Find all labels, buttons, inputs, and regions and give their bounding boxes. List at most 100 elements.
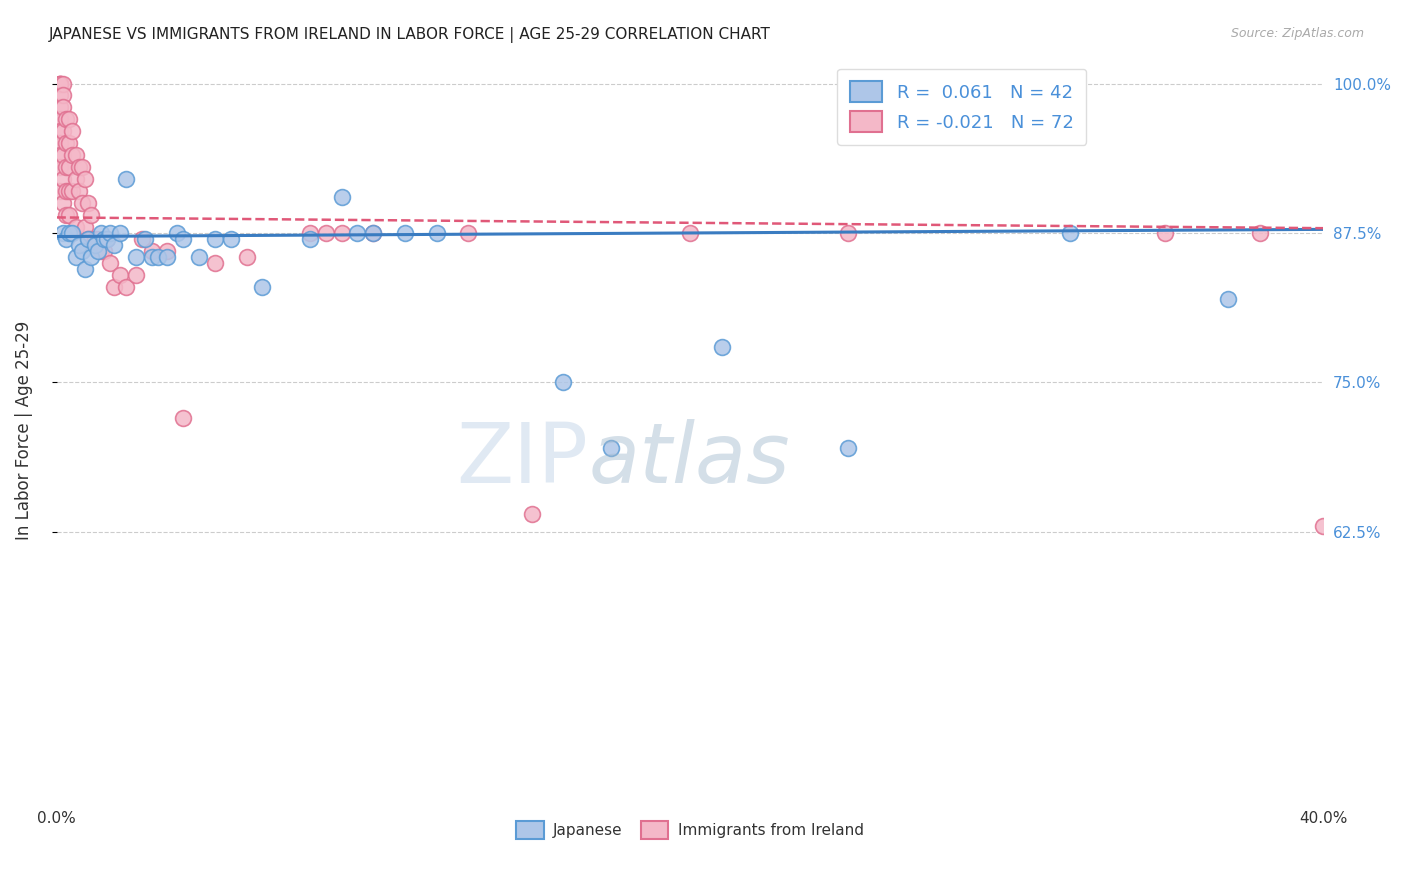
Point bbox=[75, 261, 97, 276]
Point bbox=[58, 160, 80, 174]
Point bbox=[100, 226, 122, 240]
Point bbox=[330, 190, 353, 204]
Point bbox=[330, 226, 353, 240]
Point bbox=[315, 226, 337, 240]
Point bbox=[103, 238, 125, 252]
Point bbox=[58, 136, 80, 151]
Point bbox=[93, 232, 115, 246]
Point bbox=[49, 77, 72, 91]
Point bbox=[108, 226, 131, 240]
Point bbox=[100, 256, 122, 270]
Y-axis label: In Labor Force | Age 25-29: In Labor Force | Age 25-29 bbox=[15, 320, 32, 540]
Point bbox=[134, 232, 156, 246]
Legend: Japanese, Immigrants from Ireland: Japanese, Immigrants from Ireland bbox=[510, 815, 870, 845]
Point bbox=[87, 232, 110, 246]
Point bbox=[70, 160, 93, 174]
Point bbox=[346, 226, 368, 240]
Point bbox=[67, 160, 90, 174]
Point bbox=[96, 232, 118, 246]
Text: ZIP: ZIP bbox=[457, 419, 589, 500]
Point bbox=[837, 441, 859, 455]
Point bbox=[1154, 226, 1177, 240]
Point bbox=[49, 160, 72, 174]
Point bbox=[77, 196, 100, 211]
Point bbox=[83, 232, 105, 246]
Point bbox=[1249, 226, 1271, 240]
Point bbox=[58, 226, 80, 240]
Point bbox=[90, 244, 112, 258]
Point bbox=[599, 441, 621, 455]
Point bbox=[172, 232, 194, 246]
Point bbox=[49, 88, 72, 103]
Point bbox=[361, 226, 384, 240]
Point bbox=[156, 244, 179, 258]
Point bbox=[108, 268, 131, 282]
Point bbox=[70, 244, 93, 258]
Point bbox=[55, 232, 77, 246]
Point bbox=[235, 250, 257, 264]
Point bbox=[55, 160, 77, 174]
Point bbox=[52, 196, 75, 211]
Point bbox=[87, 244, 110, 258]
Point bbox=[80, 208, 103, 222]
Point bbox=[65, 250, 87, 264]
Text: JAPANESE VS IMMIGRANTS FROM IRELAND IN LABOR FORCE | AGE 25-29 CORRELATION CHART: JAPANESE VS IMMIGRANTS FROM IRELAND IN L… bbox=[49, 27, 770, 43]
Point bbox=[298, 226, 321, 240]
Point bbox=[70, 196, 93, 211]
Point bbox=[62, 148, 84, 162]
Point bbox=[62, 226, 84, 240]
Point bbox=[131, 232, 153, 246]
Point bbox=[252, 279, 274, 293]
Text: atlas: atlas bbox=[589, 419, 790, 500]
Point bbox=[80, 250, 103, 264]
Point bbox=[52, 172, 75, 186]
Point bbox=[172, 411, 194, 425]
Point bbox=[204, 256, 226, 270]
Point bbox=[96, 232, 118, 246]
Point bbox=[125, 250, 148, 264]
Point bbox=[204, 232, 226, 246]
Point bbox=[115, 172, 138, 186]
Point bbox=[52, 124, 75, 138]
Point bbox=[80, 232, 103, 246]
Point bbox=[77, 232, 100, 246]
Point bbox=[188, 250, 211, 264]
Point bbox=[55, 184, 77, 198]
Point bbox=[75, 219, 97, 234]
Point bbox=[65, 219, 87, 234]
Point bbox=[55, 208, 77, 222]
Point bbox=[52, 148, 75, 162]
Point bbox=[58, 112, 80, 127]
Point bbox=[1312, 519, 1334, 533]
Point bbox=[103, 279, 125, 293]
Point bbox=[553, 376, 575, 390]
Point bbox=[49, 112, 72, 127]
Point bbox=[52, 88, 75, 103]
Point bbox=[49, 184, 72, 198]
Point bbox=[146, 250, 169, 264]
Point bbox=[52, 77, 75, 91]
Point bbox=[55, 136, 77, 151]
Point bbox=[125, 268, 148, 282]
Point bbox=[67, 184, 90, 198]
Point bbox=[837, 226, 859, 240]
Point bbox=[55, 112, 77, 127]
Point bbox=[49, 77, 72, 91]
Point bbox=[65, 172, 87, 186]
Point bbox=[219, 232, 242, 246]
Point bbox=[141, 250, 163, 264]
Point bbox=[52, 226, 75, 240]
Point bbox=[457, 226, 479, 240]
Point bbox=[156, 250, 179, 264]
Point bbox=[62, 124, 84, 138]
Point bbox=[49, 136, 72, 151]
Point bbox=[166, 226, 188, 240]
Point bbox=[115, 279, 138, 293]
Point bbox=[49, 77, 72, 91]
Point bbox=[49, 124, 72, 138]
Point bbox=[710, 340, 733, 354]
Point bbox=[298, 232, 321, 246]
Point bbox=[394, 226, 416, 240]
Point bbox=[426, 226, 449, 240]
Point bbox=[77, 232, 100, 246]
